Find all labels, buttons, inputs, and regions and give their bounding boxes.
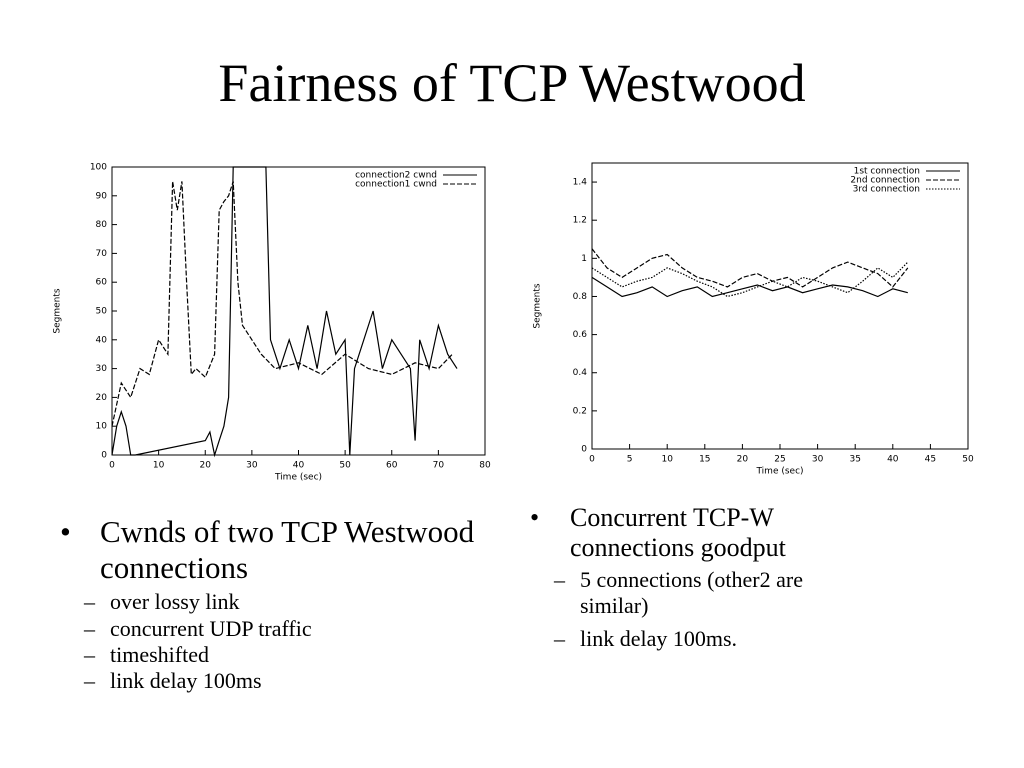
x-tick-label: 20 <box>200 461 212 471</box>
y-tick-label: 0.4 <box>573 368 588 378</box>
y-tick-label: 40 <box>96 335 108 345</box>
y-tick-label: 30 <box>96 364 108 374</box>
y-tick-label: 0 <box>581 445 587 455</box>
x-tick-label: 30 <box>812 455 824 465</box>
y-tick-label: 50 <box>96 307 108 317</box>
x-tick-label: 10 <box>661 455 673 465</box>
legend-label: 3rd connection <box>853 185 920 195</box>
x-tick-label: 20 <box>737 455 749 465</box>
y-tick-label: 1 <box>581 254 587 264</box>
x-tick-label: 60 <box>386 461 398 471</box>
right-column: Concurrent TCP-W connections goodput 5 c… <box>530 503 880 652</box>
legend-label: connection1 cwnd <box>355 180 437 190</box>
series-line <box>591 276 908 298</box>
x-axis-label: Time (sec) <box>755 467 803 477</box>
plot-frame <box>591 162 969 450</box>
legend-label: 1st connection <box>854 167 920 177</box>
x-tick-label: 70 <box>433 461 445 471</box>
series-line <box>111 166 458 458</box>
sub-bullet: over lossy link <box>60 589 490 616</box>
slide-title: Fairness of TCP Westwood <box>218 53 806 113</box>
y-tick-label: 0.6 <box>573 330 588 340</box>
y-tick-label: 80 <box>96 220 108 230</box>
left-column: Cwnds of two TCP Westwood connections ov… <box>60 514 490 695</box>
x-tick-label: 30 <box>246 461 258 471</box>
x-tick-label: 0 <box>109 461 115 471</box>
sub-bullet: 5 connections (other2 are similar) <box>530 567 860 620</box>
y-tick-label: 10 <box>96 422 108 432</box>
x-tick-label: 5 <box>627 455 633 465</box>
x-tick-label: 40 <box>887 455 899 465</box>
sub-bullet: timeshifted <box>60 642 490 669</box>
x-tick-label: 50 <box>339 461 351 471</box>
y-tick-label: 0 <box>101 451 107 461</box>
sub-bullet: link delay 100ms. <box>530 626 860 653</box>
series-line <box>591 261 909 298</box>
x-tick-label: 25 <box>774 455 785 465</box>
y-axis-label: Segments <box>533 283 543 329</box>
y-axis-label: Segments <box>53 288 63 334</box>
y-tick-label: 0.2 <box>573 406 587 416</box>
plot-frame <box>111 166 486 456</box>
sub-bullet: concurrent UDP traffic <box>60 616 490 643</box>
x-tick-label: 15 <box>699 455 710 465</box>
y-tick-label: 60 <box>96 278 108 288</box>
y-tick-label: 1.2 <box>573 216 587 226</box>
x-axis-label: Time (sec) <box>274 473 322 483</box>
x-tick-label: 0 <box>589 455 595 465</box>
y-tick-label: 20 <box>96 393 108 403</box>
x-tick-label: 10 <box>153 461 165 471</box>
series-line <box>111 181 453 427</box>
series-line <box>591 248 909 288</box>
legend-label: 2nd connection <box>850 176 920 186</box>
bullet: Concurrent TCP-W connections goodput <box>530 503 880 563</box>
x-tick-label: 35 <box>849 455 860 465</box>
sub-bullets: over lossy link concurrent UDP traffic t… <box>60 589 490 695</box>
x-tick-label: 45 <box>925 455 936 465</box>
y-tick-label: 90 <box>96 191 108 201</box>
y-tick-label: 100 <box>90 163 107 173</box>
x-tick-label: 50 <box>962 455 974 465</box>
legend-label: connection2 cwnd <box>355 171 437 181</box>
y-tick-label: 1.4 <box>573 178 588 188</box>
sub-bullets: 5 connections (other2 are similar) link … <box>530 567 860 653</box>
sub-bullet: link delay 100ms <box>60 668 490 695</box>
y-tick-label: 70 <box>96 249 108 259</box>
x-tick-label: 80 <box>479 461 491 471</box>
bullet: Cwnds of two TCP Westwood connections <box>60 514 490 585</box>
y-tick-label: 0.8 <box>573 292 588 302</box>
x-tick-label: 40 <box>293 461 305 471</box>
